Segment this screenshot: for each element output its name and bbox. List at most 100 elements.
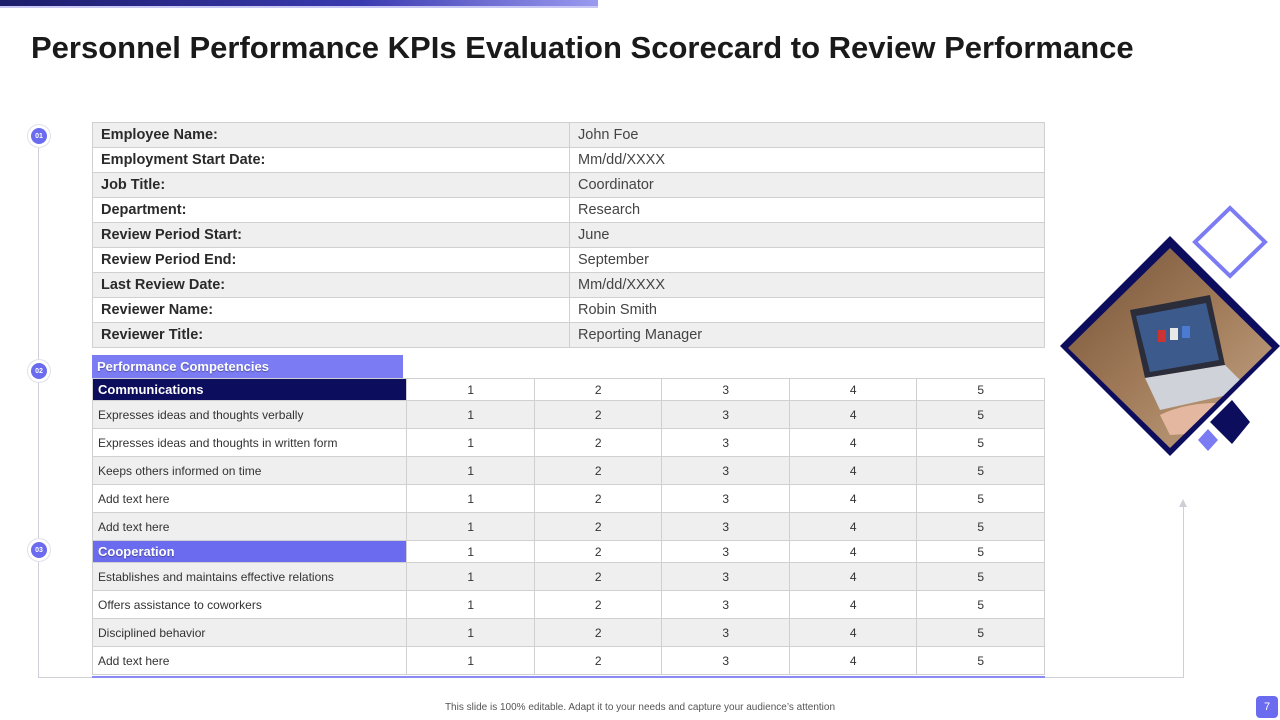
info-row: Employment Start Date: Mm/dd/XXXX [92, 147, 1045, 173]
rating-option[interactable]: 1 [406, 590, 535, 619]
rating-option[interactable]: 2 [533, 484, 663, 513]
rating-option[interactable]: 5 [916, 512, 1045, 541]
rating-option[interactable]: 1 [406, 618, 535, 647]
rating-option[interactable]: 3 [661, 590, 790, 619]
competency-row: Establishes and maintains effective rela… [91, 562, 1045, 591]
rating-option[interactable]: 3 [661, 540, 790, 563]
rating-option[interactable]: 5 [916, 378, 1045, 401]
rating-option[interactable]: 4 [788, 512, 918, 541]
rating-option[interactable]: 4 [788, 618, 918, 647]
timeline-vertical-line [38, 136, 39, 677]
rating-option[interactable]: 2 [533, 378, 663, 401]
info-value[interactable]: September [569, 247, 1045, 273]
rating-option[interactable]: 4 [788, 400, 918, 429]
rating-option[interactable]: 1 [406, 400, 535, 429]
rating-option[interactable]: 3 [661, 378, 790, 401]
info-value[interactable]: John Foe [569, 122, 1045, 148]
light-tiny-diamond [1198, 429, 1218, 451]
competency-label: Expresses ideas and thoughts in written … [91, 428, 408, 457]
info-value[interactable]: Robin Smith [569, 297, 1045, 323]
info-label: Employee Name: [92, 122, 570, 148]
rating-option[interactable]: 3 [661, 456, 790, 485]
rating-option[interactable]: 2 [533, 456, 663, 485]
competency-label: Add text here [91, 512, 408, 541]
rating-option[interactable]: 1 [406, 646, 535, 675]
rating-option[interactable]: 3 [661, 484, 790, 513]
rating-option[interactable]: 3 [661, 618, 790, 647]
rating-option[interactable]: 4 [788, 590, 918, 619]
employee-info-table: Employee Name: John Foe Employment Start D… [92, 122, 1045, 348]
rating-option[interactable]: 4 [788, 540, 918, 563]
info-row: Job Title: Coordinator [92, 172, 1045, 198]
rating-option[interactable]: 2 [533, 428, 663, 457]
rating-option[interactable]: 5 [916, 590, 1045, 619]
rating-option[interactable]: 2 [533, 646, 663, 675]
section-label: Communications [91, 378, 408, 401]
rating-option[interactable]: 3 [661, 428, 790, 457]
competency-row: Add text here 1 2 3 4 5 [91, 484, 1045, 513]
rating-option[interactable]: 4 [788, 562, 918, 591]
competency-label: Offers assistance to coworkers [91, 590, 408, 619]
rating-option[interactable]: 5 [916, 540, 1045, 563]
rating-option[interactable]: 1 [406, 484, 535, 513]
info-row: Review Period End: September [92, 247, 1045, 273]
info-value[interactable]: Mm/dd/XXXX [569, 272, 1045, 298]
info-label: Department: [92, 197, 570, 223]
rating-option[interactable]: 2 [533, 618, 663, 647]
info-label: Employment Start Date: [92, 147, 570, 173]
rating-option[interactable]: 1 [406, 378, 535, 401]
rating-option[interactable]: 1 [406, 456, 535, 485]
info-value[interactable]: Coordinator [569, 172, 1045, 198]
top-accent-bar-light [0, 6, 598, 8]
competency-label: Add text here [91, 646, 408, 675]
rating-option[interactable]: 2 [533, 590, 663, 619]
rating-option[interactable]: 2 [533, 400, 663, 429]
info-value[interactable]: Reporting Manager [569, 322, 1045, 348]
page-number: 7 [1256, 696, 1278, 718]
rating-option[interactable]: 5 [916, 562, 1045, 591]
rating-option[interactable]: 4 [788, 484, 918, 513]
section-label: Cooperation [91, 540, 408, 563]
section-row: Communications 1 2 3 4 5 [91, 378, 1045, 401]
info-row: Department: Research [92, 197, 1045, 223]
rating-option[interactable]: 5 [916, 456, 1045, 485]
rating-option[interactable]: 4 [788, 456, 918, 485]
info-row: Reviewer Name: Robin Smith [92, 297, 1045, 323]
rating-option[interactable]: 2 [533, 540, 663, 563]
rating-option[interactable]: 5 [916, 400, 1045, 429]
rating-option[interactable]: 5 [916, 618, 1045, 647]
info-value[interactable]: Research [569, 197, 1045, 223]
info-label: Job Title: [92, 172, 570, 198]
rating-option[interactable]: 2 [533, 562, 663, 591]
rating-option[interactable]: 1 [406, 540, 535, 563]
info-value[interactable]: June [569, 222, 1045, 248]
rating-option[interactable]: 2 [533, 512, 663, 541]
timeline-right-line [1183, 505, 1184, 677]
rating-option[interactable]: 4 [788, 646, 918, 675]
page-title: Personnel Performance KPIs Evaluation Sc… [31, 30, 1134, 65]
rating-option[interactable]: 3 [661, 400, 790, 429]
rating-option[interactable]: 4 [788, 428, 918, 457]
competency-row: Expresses ideas and thoughts in written … [91, 428, 1045, 457]
rating-option[interactable]: 5 [916, 484, 1045, 513]
info-row: Reviewer Title: Reporting Manager [92, 322, 1045, 348]
section-row: Cooperation 1 2 3 4 5 [91, 540, 1045, 563]
rating-option[interactable]: 1 [406, 562, 535, 591]
performance-competencies-header: Performance Competencies [92, 355, 403, 378]
rating-option[interactable]: 3 [661, 512, 790, 541]
rating-option[interactable]: 5 [916, 646, 1045, 675]
footer-note: This slide is 100% editable. Adapt it to… [444, 702, 836, 713]
rating-option[interactable]: 3 [661, 562, 790, 591]
rating-option[interactable]: 1 [406, 428, 535, 457]
competency-label: Establishes and maintains effective rela… [91, 562, 408, 591]
rating-option[interactable]: 3 [661, 646, 790, 675]
step-marker-01: 01 [28, 125, 50, 147]
rating-option[interactable]: 4 [788, 378, 918, 401]
rating-option[interactable]: 1 [406, 512, 535, 541]
laptop-photo-decoration [1060, 205, 1280, 456]
info-value[interactable]: Mm/dd/XXXX [569, 147, 1045, 173]
info-label: Review Period Start: [92, 222, 570, 248]
step-number: 03 [31, 542, 47, 558]
rating-option[interactable]: 5 [916, 428, 1045, 457]
table-bottom-line [92, 676, 1045, 678]
